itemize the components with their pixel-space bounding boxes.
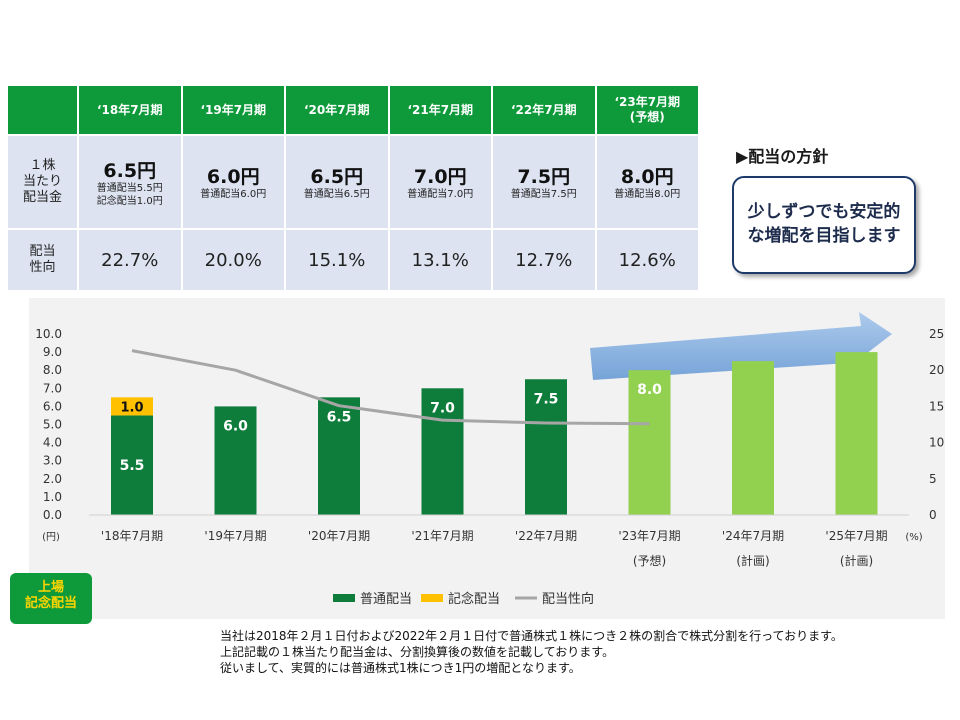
- bar-normal: [628, 370, 671, 515]
- bar-normal: [214, 406, 257, 515]
- y-left-tick-label: 9.0: [43, 345, 62, 359]
- bar-normal: [111, 415, 153, 515]
- x-tick-sublabel: (予想): [633, 553, 666, 568]
- x-tick-sublabel: (計画): [840, 553, 873, 568]
- table-header: ‘19年7月期: [182, 86, 286, 136]
- bar-normal: [525, 379, 567, 515]
- y-right-unit: (%): [905, 532, 922, 543]
- growth-arrow: [590, 312, 892, 380]
- x-tick-label: '18年7月期: [101, 529, 163, 543]
- payout-ratio-line: [131, 349, 650, 426]
- table-row: 配当 性向 22.7% 20.0% 15.1% 13.1% 12.7% 12.6…: [8, 230, 700, 292]
- y-left-tick-label: 7.0: [43, 381, 62, 395]
- y-right-tick-label: 5: [929, 472, 937, 486]
- bar-value-label: 6.5: [327, 409, 352, 425]
- bar-value-label: 7.5: [534, 391, 559, 407]
- table-cell: 6.5円 普通配当5.5円 記念配当1.0円: [79, 136, 183, 230]
- chart-panel: 5.5 1.0 6.0 6.5 7.0 7.5 8.0 0.0 1.0 2.0 3.0 4.0 5.0…: [29, 298, 945, 619]
- x-tick-label: '21年7月期: [411, 529, 473, 543]
- bar-value-label: 7.0: [430, 400, 455, 416]
- y-right-tick-label: 15: [929, 399, 944, 413]
- bar-value-label: 6.0: [223, 418, 248, 434]
- y-right-tick-label: 10: [929, 436, 944, 450]
- listing-commemorative-badge: 上場 記念配当: [10, 573, 92, 624]
- y-left-tick-label: 4.0: [43, 436, 62, 450]
- y-left-tick-label: 8.0: [43, 363, 62, 377]
- x-tick-label: '19年7月期: [204, 529, 266, 543]
- legend-swatch: [333, 594, 355, 602]
- table-cell: 12.7%: [493, 230, 597, 292]
- y-right-tick-label: 20: [929, 363, 944, 377]
- table-cell: 7.5円 普通配当7.5円: [493, 136, 597, 230]
- y-left-tick-label: 1.0: [43, 490, 62, 504]
- bar-value-label: 8.0: [637, 382, 662, 398]
- dividend-table: ‘18年7月期 ‘19年7月期 ‘20年7月期 ‘21年7月期 ‘22年7月期 …: [8, 86, 700, 293]
- footnote: 当社は2018年２月１日付および2022年２月１日付で普通株式１株につき２株の割…: [220, 629, 843, 643]
- y-left-unit: (円): [42, 532, 60, 543]
- bar-commemorative: [111, 397, 153, 416]
- x-tick-label: '23年7月期: [618, 529, 680, 543]
- table-header: ‘22年7月期: [493, 86, 597, 136]
- policy-title: ▶配当の方針: [736, 147, 829, 166]
- table-corner: [8, 86, 79, 136]
- table-header: ‘23年7月期 (予想): [596, 86, 700, 136]
- table-cell: 13.1%: [389, 230, 493, 292]
- footnotes: 当社は2018年２月１日付および2022年２月１日付で普通株式１株につき２株の割…: [220, 628, 950, 677]
- dividend-chart: 5.5 1.0 6.0 6.5 7.0 7.5 8.0 0.0 1.0 2.0 3.0 4.0 5.0…: [35, 312, 944, 607]
- policy-text: 少しずつでも安定的な増配を目指します: [747, 202, 901, 246]
- row-label: １株 当たり 配当金: [8, 136, 79, 230]
- x-tick-label: '24年7月期: [722, 529, 784, 543]
- bar-value-label: 1.0: [120, 400, 143, 415]
- y-left-tick-label: 10.0: [35, 327, 62, 341]
- legend-label: 普通配当: [360, 592, 412, 607]
- y-left-tick-label: 6.0: [43, 399, 62, 413]
- table-header: ‘21年7月期: [389, 86, 493, 136]
- bar-normal: [732, 361, 774, 515]
- table-cell: 6.0円 普通配当6.0円: [182, 136, 286, 230]
- x-tick-label: '20年7月期: [308, 529, 370, 543]
- footnote: 上記記載の１株当たり配当金は、分割換算後の数値を記載しております。: [220, 645, 615, 660]
- table-cell: 12.6%: [596, 230, 700, 292]
- y-left-tick-label: 3.0: [43, 454, 62, 468]
- table-header-row: ‘18年7月期 ‘19年7月期 ‘20年7月期 ‘21年7月期 ‘22年7月期 …: [8, 86, 700, 136]
- y-left-tick-label: 0.0: [43, 508, 62, 522]
- row-label: 配当 性向: [8, 230, 79, 292]
- table-cell: 22.7%: [79, 230, 183, 292]
- table-cell: 8.0円 普通配当8.0円: [596, 136, 700, 230]
- legend-label: 配当性向: [542, 591, 594, 607]
- y-left-tick-label: 2.0: [43, 472, 62, 486]
- bar-value-label: 5.5: [120, 458, 145, 474]
- table-header: ‘20年7月期: [286, 86, 390, 136]
- footnote: 従いまして、実質的には普通株式1株につき1円の増配となります。: [220, 661, 581, 676]
- legend-swatch: [421, 594, 443, 602]
- bar-normal: [835, 352, 878, 515]
- table-cell: 20.0%: [182, 230, 286, 292]
- x-tick-label: '22年7月期: [515, 529, 577, 543]
- y-right-tick-label: 25: [929, 327, 944, 341]
- bar-normal: [421, 388, 464, 515]
- table-row: １株 当たり 配当金 6.5円 普通配当5.5円 記念配当1.0円 6.0円 普…: [8, 136, 700, 230]
- table-cell: 6.5円 普通配当6.5円: [286, 136, 390, 230]
- policy-box: 少しずつでも安定的な増配を目指します: [732, 176, 916, 274]
- table-cell: 15.1%: [286, 230, 390, 292]
- y-right-tick-label: 0: [929, 508, 937, 522]
- x-tick-label: '25年7月期: [825, 529, 887, 543]
- y-left-tick-label: 5.0: [43, 418, 62, 432]
- bar-normal: [318, 397, 360, 515]
- legend-label: 記念配当: [448, 591, 500, 607]
- table-header: ‘18年7月期: [79, 86, 183, 136]
- table-cell: 7.0円 普通配当7.0円: [389, 136, 493, 230]
- x-tick-sublabel: (計画): [736, 553, 769, 568]
